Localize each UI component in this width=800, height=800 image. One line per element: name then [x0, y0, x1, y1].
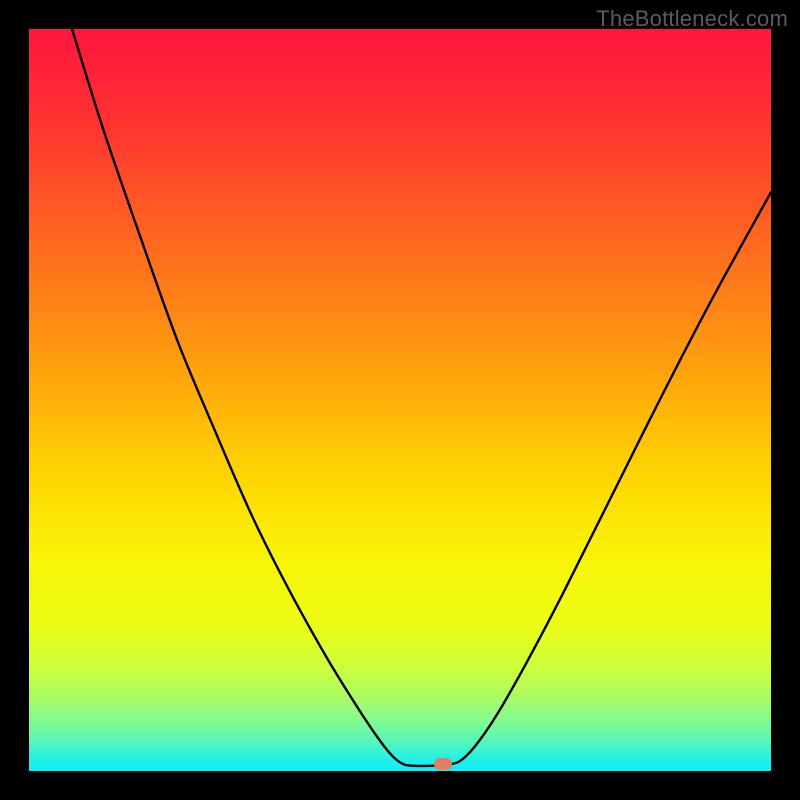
optimal-point-marker: [434, 758, 452, 770]
chart-canvas: TheBottleneck.com: [0, 0, 800, 800]
plot-gradient-area: [29, 29, 771, 771]
